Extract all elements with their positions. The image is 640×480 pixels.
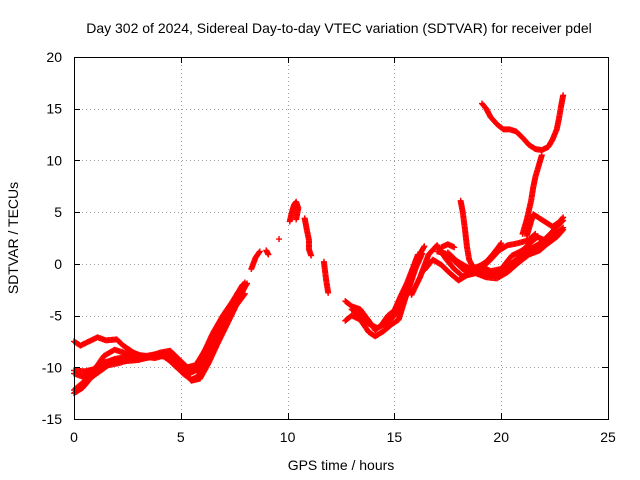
series-trace-5: [71, 281, 246, 380]
data-point: [239, 281, 246, 288]
x-tick-label: 20: [493, 429, 509, 445]
series-trace-6: [248, 248, 263, 273]
y-tick-label: 15: [46, 101, 62, 117]
data-point: [419, 250, 426, 257]
y-tick-label: 0: [54, 256, 62, 272]
x-tick-label: 10: [280, 429, 296, 445]
data-point: [560, 226, 567, 233]
data-point: [560, 217, 567, 224]
y-tick-label: -5: [50, 308, 63, 324]
series-trace-11: [320, 258, 332, 296]
y-tick-label: 20: [46, 49, 62, 65]
data-point: [497, 241, 504, 248]
plot-frame: [74, 57, 609, 420]
x-tick-label: 25: [600, 429, 616, 445]
series-trace-8: [276, 236, 283, 243]
data-point: [265, 251, 272, 258]
data-point: [256, 248, 263, 255]
series-trace-18: [438, 241, 458, 251]
series-trace-23: [523, 211, 567, 239]
series-trace-21: [478, 92, 567, 154]
series-trace-24: [515, 217, 567, 257]
series-trace-9: [286, 198, 302, 225]
y-tick-label: 5: [54, 204, 62, 220]
data-point: [241, 290, 248, 297]
chart-title: Day 302 of 2024, Sidereal Day-to-day VTE…: [86, 20, 592, 36]
data-point: [451, 244, 458, 251]
y-tick-label: -10: [42, 359, 62, 375]
data-point: [560, 92, 567, 99]
x-tick-label: 5: [177, 429, 185, 445]
data-point: [308, 252, 315, 259]
data-point: [325, 289, 332, 296]
data-point: [559, 218, 566, 225]
series-trace-14: [348, 250, 426, 331]
x-axis-label: GPS time / hours: [288, 457, 395, 473]
data-point: [421, 243, 428, 250]
y-tick-label: 10: [46, 152, 62, 168]
data-point: [538, 152, 545, 159]
data-point: [498, 240, 505, 247]
x-tick-label: 0: [70, 429, 78, 445]
data-point: [276, 236, 283, 243]
x-tick-label: 15: [387, 429, 403, 445]
data-point: [559, 227, 566, 234]
y-tick-label: -15: [42, 411, 62, 427]
data-point: [239, 282, 246, 289]
data-point: [293, 216, 300, 223]
data-point: [241, 291, 248, 298]
axis-ticks: 0 5 10 15 20 25 -15 -10 -5 0 5 10 15 20: [42, 49, 616, 445]
data-point: [244, 280, 251, 287]
series-trace-19: [457, 197, 505, 271]
data-points: [71, 92, 567, 397]
y-axis-label: SDTVAR / TECUs: [5, 182, 21, 294]
series-trace-7: [263, 247, 272, 258]
series-trace-10: [301, 215, 315, 259]
data-point: [256, 249, 263, 256]
